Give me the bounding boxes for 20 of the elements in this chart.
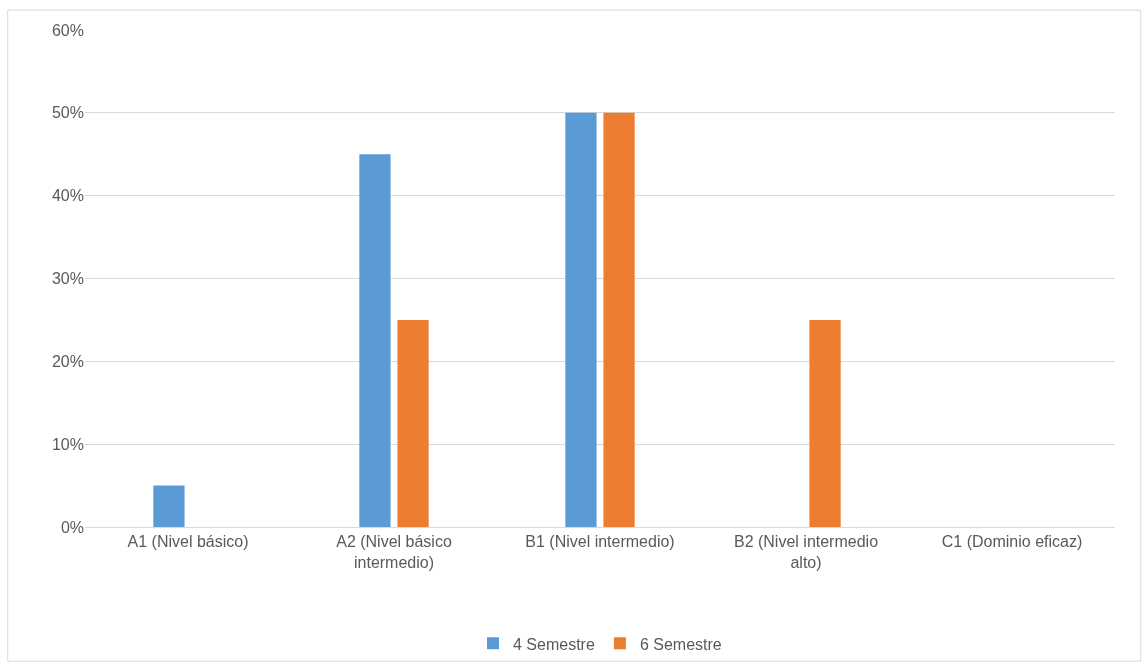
x-tick-label: C1 (Dominio eficaz) (941, 533, 1083, 551)
bar (397, 319, 429, 527)
y-tick-label: 10% (51, 435, 84, 453)
y-tick-label: 0% (60, 518, 84, 536)
y-tick-label: 40% (51, 187, 84, 205)
bar (565, 112, 597, 527)
bar (359, 154, 391, 527)
bar (809, 319, 841, 527)
bar (603, 112, 635, 527)
legend-label: 6 Semestre (639, 635, 722, 653)
y-tick-label: 50% (51, 104, 84, 122)
y-tick-label: 60% (51, 21, 84, 39)
x-tick-label: B1 (Nivel intermedio) (525, 533, 675, 551)
bar (153, 485, 185, 527)
x-tick-label: A2 (Nivel básico intermedio) (336, 533, 452, 571)
x-tick-label: B2 (Nivel intermedio alto) (733, 533, 879, 571)
y-tick-label: 30% (51, 270, 84, 288)
y-tick-label: 20% (51, 352, 84, 370)
legend-label: 4 Semestre (513, 635, 595, 653)
x-tick-label: A1 (Nivel básico) (127, 533, 249, 551)
